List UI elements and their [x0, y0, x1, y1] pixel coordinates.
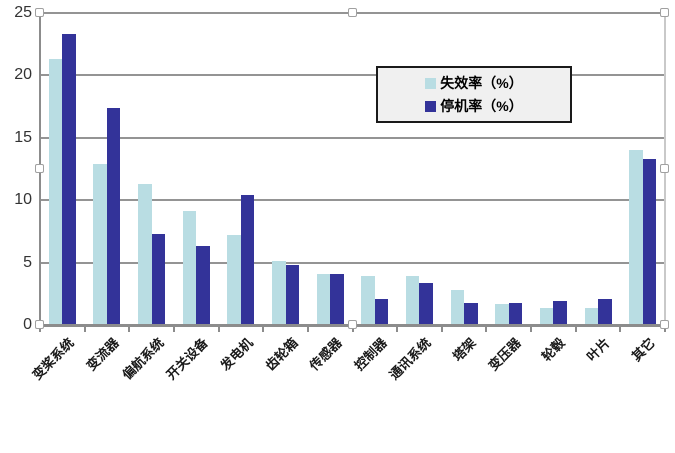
bar-series1-变压器[interactable]: [508, 302, 523, 325]
x-axis-tick: [217, 327, 220, 332]
bar-series0-变压器[interactable]: [495, 303, 509, 325]
bar-series0-变桨系统[interactable]: [48, 59, 63, 325]
y-axis-label: 20: [14, 66, 32, 84]
plot-area[interactable]: [40, 12, 665, 325]
bar-series0-控制器[interactable]: [361, 276, 375, 325]
gridline: [40, 136, 665, 139]
selection-handle[interactable]: [660, 320, 669, 329]
selection-handle[interactable]: [347, 8, 357, 17]
x-axis-tick: [440, 327, 443, 332]
selection-handle[interactable]: [660, 164, 669, 173]
bar-series0-变流器[interactable]: [93, 164, 107, 325]
bar-series0-通讯系统[interactable]: [405, 276, 420, 325]
gridline: [40, 261, 665, 264]
bar-series1-开关设备[interactable]: [196, 246, 210, 325]
bar-series1-偏航系统[interactable]: [151, 233, 166, 325]
bar-series0-传感器[interactable]: [316, 273, 331, 325]
y-axis-label: 15: [14, 128, 32, 146]
x-axis-tick: [574, 327, 577, 332]
y-axis-label: 0: [23, 316, 32, 333]
x-axis-tick: [396, 327, 399, 332]
x-axis-tick: [128, 327, 131, 332]
x-axis-tick: [39, 327, 41, 332]
x-axis-tick: [485, 327, 488, 332]
bar-series1-控制器[interactable]: [374, 298, 389, 325]
bar-series0-叶片[interactable]: [584, 307, 599, 325]
selection-handle[interactable]: [35, 164, 44, 173]
x-axis-tick: [83, 327, 86, 332]
legend-label-failure-rate: 失效率（%）: [440, 75, 523, 91]
bar-series1-通讯系统[interactable]: [419, 282, 433, 325]
legend-swatch-downtime-rate: [425, 100, 437, 112]
bar-series1-叶片[interactable]: [598, 298, 612, 325]
bar-series0-塔架[interactable]: [450, 290, 465, 325]
bar-series1-变桨系统[interactable]: [62, 34, 76, 325]
legend-swatch-failure-rate: [425, 77, 437, 89]
gridline: [40, 74, 665, 77]
bar-chart[interactable]: 失效率（%） 停机率（%） 0 5 10 15 20 25 变桨系统 变流器 偏航系统 开关设备发…: [0, 0, 675, 403]
bar-series1-发电机[interactable]: [240, 195, 255, 325]
bar-series1-变流器[interactable]: [106, 107, 121, 325]
selection-handle[interactable]: [660, 8, 669, 17]
x-axis-tick: [262, 327, 265, 332]
legend-item-failure-rate[interactable]: 失效率（%）: [425, 75, 523, 91]
bar-series0-开关设备[interactable]: [182, 211, 197, 325]
selection-handle[interactable]: [35, 8, 44, 17]
bar-series1-其它[interactable]: [642, 159, 657, 325]
x-axis-tick: [530, 327, 533, 332]
bar-series0-轮毂[interactable]: [539, 307, 554, 325]
bar-series1-齿轮箱[interactable]: [285, 265, 300, 325]
selection-handle[interactable]: [347, 320, 357, 329]
x-axis-tick: [306, 327, 309, 332]
x-axis-tick: [664, 327, 666, 332]
y-axis-label: 10: [14, 191, 32, 209]
selection-handle[interactable]: [35, 320, 44, 329]
bar-series1-传感器[interactable]: [330, 273, 344, 325]
bar-series0-发电机[interactable]: [227, 235, 241, 325]
x-axis-tick: [619, 327, 622, 332]
bar-series0-其它[interactable]: [629, 150, 643, 325]
bar-series1-塔架[interactable]: [464, 302, 478, 325]
gridline: [40, 199, 665, 202]
legend-label-downtime-rate: 停机率（%）: [440, 98, 523, 114]
legend[interactable]: 失效率（%） 停机率（%）: [376, 66, 572, 123]
bar-series0-偏航系统[interactable]: [138, 183, 152, 325]
x-axis-tick: [351, 327, 354, 332]
x-axis-tick: [172, 327, 175, 332]
y-axis-label: 25: [14, 4, 32, 21]
bar-series0-齿轮箱[interactable]: [272, 261, 286, 325]
legend-item-downtime-rate[interactable]: 停机率（%）: [425, 98, 523, 114]
bar-series1-轮毂[interactable]: [553, 301, 567, 325]
y-axis-label: 5: [23, 253, 32, 271]
